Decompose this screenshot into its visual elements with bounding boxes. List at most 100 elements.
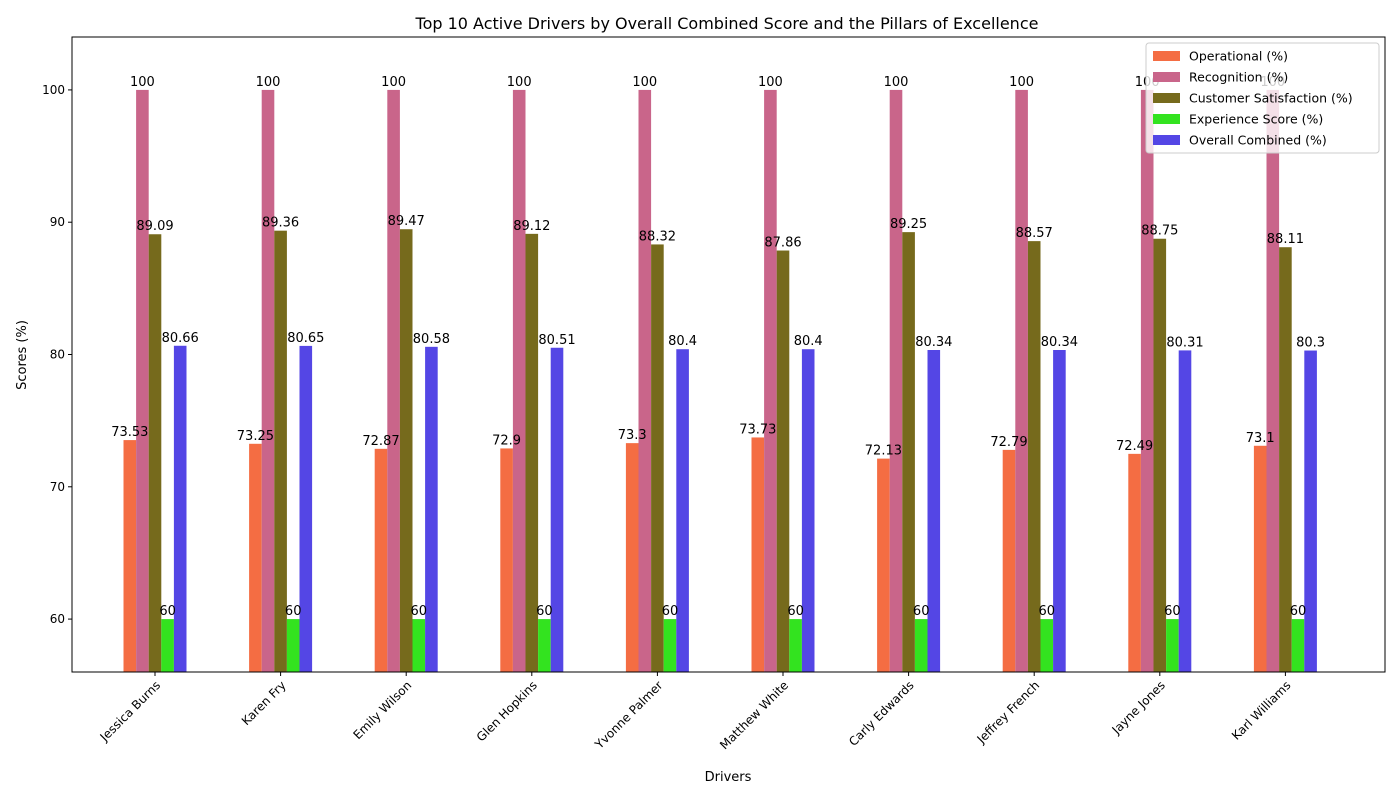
data-label-overall-combined-matthew-white: 80.4 <box>794 334 823 349</box>
data-label-customer-satisfaction-jessica-burns: 89.09 <box>136 219 173 234</box>
x-tick-label-yvonne-palmer: Yvonne Palmer <box>592 678 666 752</box>
legend-swatch-experience-score <box>1153 114 1180 124</box>
bar-recognition-emily-wilson <box>387 89 400 672</box>
bar-operational-matthew-white <box>751 437 765 672</box>
bar-recognition-yvonne-palmer <box>638 89 652 672</box>
bar-overall-combined-carly-edwards <box>927 350 941 672</box>
bar-experience-score-jessica-burns <box>161 619 174 672</box>
x-tick-label-karen-fry: Karen Fry <box>239 678 289 728</box>
data-label-experience-score-karl-williams: 60 <box>1290 604 1307 619</box>
x-tick-label-matthew-white: Matthew White <box>717 678 791 752</box>
x-tick-label-jayne-jones: Jayne Jones <box>1109 678 1168 737</box>
bar-operational-carly-edwards <box>877 458 890 672</box>
bar-experience-score-jayne-jones <box>1166 619 1179 672</box>
y-tick-label: 100 <box>42 83 65 97</box>
data-label-operational-jeffrey-french: 72.79 <box>990 435 1027 450</box>
bar-customer-satisfaction-karen-fry <box>274 230 287 673</box>
bar-recognition-karen-fry <box>261 89 275 672</box>
data-label-experience-score-karen-fry: 60 <box>285 604 302 619</box>
bar-experience-score-karen-fry <box>286 619 300 672</box>
data-label-customer-satisfaction-jeffrey-french: 88.57 <box>1016 226 1053 241</box>
bar-overall-combined-jayne-jones <box>1178 350 1192 672</box>
data-label-operational-karl-williams: 73.1 <box>1246 431 1275 446</box>
x-axis-label: Drivers <box>705 770 752 785</box>
data-label-overall-combined-glen-hopkins: 80.51 <box>538 333 575 348</box>
data-label-overall-combined-karl-williams: 80.3 <box>1296 336 1325 351</box>
data-label-experience-score-yvonne-palmer: 60 <box>662 604 679 619</box>
x-tick-label-karl-williams: Karl Williams <box>1229 678 1294 743</box>
legend-label-experience-score: Experience Score (%) <box>1189 112 1323 127</box>
data-label-experience-score-jeffrey-french: 60 <box>1039 604 1056 619</box>
data-label-overall-combined-jessica-burns: 80.66 <box>162 331 199 346</box>
y-tick-label: 80 <box>50 348 65 362</box>
data-label-recognition-jessica-burns: 100 <box>130 75 155 90</box>
bar-operational-yvonne-palmer <box>625 443 639 672</box>
data-label-recognition-carly-edwards: 100 <box>884 75 909 90</box>
data-label-overall-combined-jayne-jones: 80.31 <box>1166 335 1203 350</box>
x-tick-label-carly-edwards: Carly Edwards <box>846 678 917 749</box>
data-label-customer-satisfaction-jayne-jones: 88.75 <box>1141 224 1178 239</box>
data-label-recognition-glen-hopkins: 100 <box>507 75 532 90</box>
x-tick-label-jessica-burns: Jessica Burns <box>97 678 163 744</box>
bar-experience-score-carly-edwards <box>914 619 928 672</box>
bar-experience-score-matthew-white <box>789 619 802 672</box>
bar-experience-score-yvonne-palmer <box>663 619 677 672</box>
bar-customer-satisfaction-jessica-burns <box>148 234 162 672</box>
data-label-customer-satisfaction-emily-wilson: 89.47 <box>388 214 425 229</box>
x-axis: Jessica Burns Karen Fry Emily Wilson Glen H… <box>97 672 1294 752</box>
y-tick-label: 90 <box>50 215 65 229</box>
data-label-customer-satisfaction-matthew-white: 87.86 <box>764 236 801 251</box>
y-tick-label: 70 <box>50 480 65 494</box>
data-label-overall-combined-karen-fry: 80.65 <box>287 331 324 346</box>
x-tick-label-jeffrey-french: Jeffrey French <box>974 678 1043 747</box>
bar-customer-satisfaction-yvonne-palmer <box>651 244 664 672</box>
data-label-customer-satisfaction-karl-williams: 88.11 <box>1267 232 1304 247</box>
bar-experience-score-emily-wilson <box>412 619 426 672</box>
bar-customer-satisfaction-jeffrey-french <box>1027 241 1041 672</box>
bar-overall-combined-yvonne-palmer <box>676 349 689 672</box>
legend-swatch-operational <box>1153 51 1180 61</box>
bar-operational-karl-williams <box>1253 445 1267 672</box>
data-label-recognition-yvonne-palmer: 100 <box>632 75 657 90</box>
data-label-operational-jayne-jones: 72.49 <box>1116 439 1153 454</box>
bar-operational-jessica-burns <box>123 440 137 672</box>
bar-customer-satisfaction-carly-edwards <box>902 232 915 673</box>
data-label-overall-combined-emily-wilson: 80.58 <box>413 332 450 347</box>
legend-label-operational: Operational (%) <box>1189 49 1288 64</box>
bar-overall-combined-karl-williams <box>1304 350 1317 672</box>
legend-label-recognition: Recognition (%) <box>1189 70 1288 85</box>
legend-box <box>1145 42 1380 154</box>
data-label-overall-combined-yvonne-palmer: 80.4 <box>668 334 697 349</box>
bar-overall-combined-karen-fry <box>299 345 313 672</box>
data-label-customer-satisfaction-carly-edwards: 89.25 <box>890 217 927 232</box>
data-label-overall-combined-carly-edwards: 80.34 <box>915 335 952 350</box>
data-label-customer-satisfaction-glen-hopkins: 89.12 <box>513 219 550 234</box>
bar-recognition-carly-edwards <box>889 89 903 672</box>
legend: Operational (%) Recognition (%) Customer S… <box>1145 42 1380 154</box>
bar-operational-jeffrey-french <box>1002 449 1016 672</box>
bar-recognition-jessica-burns <box>136 89 149 672</box>
legend-label-overall-combined: Overall Combined (%) <box>1189 133 1327 148</box>
data-label-customer-satisfaction-yvonne-palmer: 88.32 <box>639 229 676 244</box>
bar-customer-satisfaction-jayne-jones <box>1153 238 1167 672</box>
data-label-experience-score-jayne-jones: 60 <box>1164 604 1181 619</box>
data-label-recognition-emily-wilson: 100 <box>381 75 406 90</box>
data-label-experience-score-emily-wilson: 60 <box>411 604 428 619</box>
bar-operational-karen-fry <box>249 443 262 672</box>
x-tick-label-emily-wilson: Emily Wilson <box>350 678 414 742</box>
y-axis: 60 70 80 90 100 <box>42 83 72 626</box>
bar-recognition-matthew-white <box>764 89 777 672</box>
bar-recognition-jeffrey-french <box>1015 89 1028 672</box>
bar-operational-glen-hopkins <box>500 448 513 672</box>
bar-overall-combined-matthew-white <box>801 349 815 672</box>
bar-customer-satisfaction-glen-hopkins <box>525 233 539 672</box>
bar-operational-jayne-jones <box>1128 453 1141 672</box>
bar-overall-combined-jessica-burns <box>173 345 187 672</box>
bar-overall-combined-glen-hopkins <box>550 347 564 672</box>
data-label-recognition-jeffrey-french: 100 <box>1009 75 1034 90</box>
bar-experience-score-jeffrey-french <box>1040 619 1054 672</box>
data-label-recognition-matthew-white: 100 <box>758 75 783 90</box>
bar-recognition-jayne-jones <box>1140 89 1154 672</box>
data-label-operational-emily-wilson: 72.87 <box>362 434 399 449</box>
